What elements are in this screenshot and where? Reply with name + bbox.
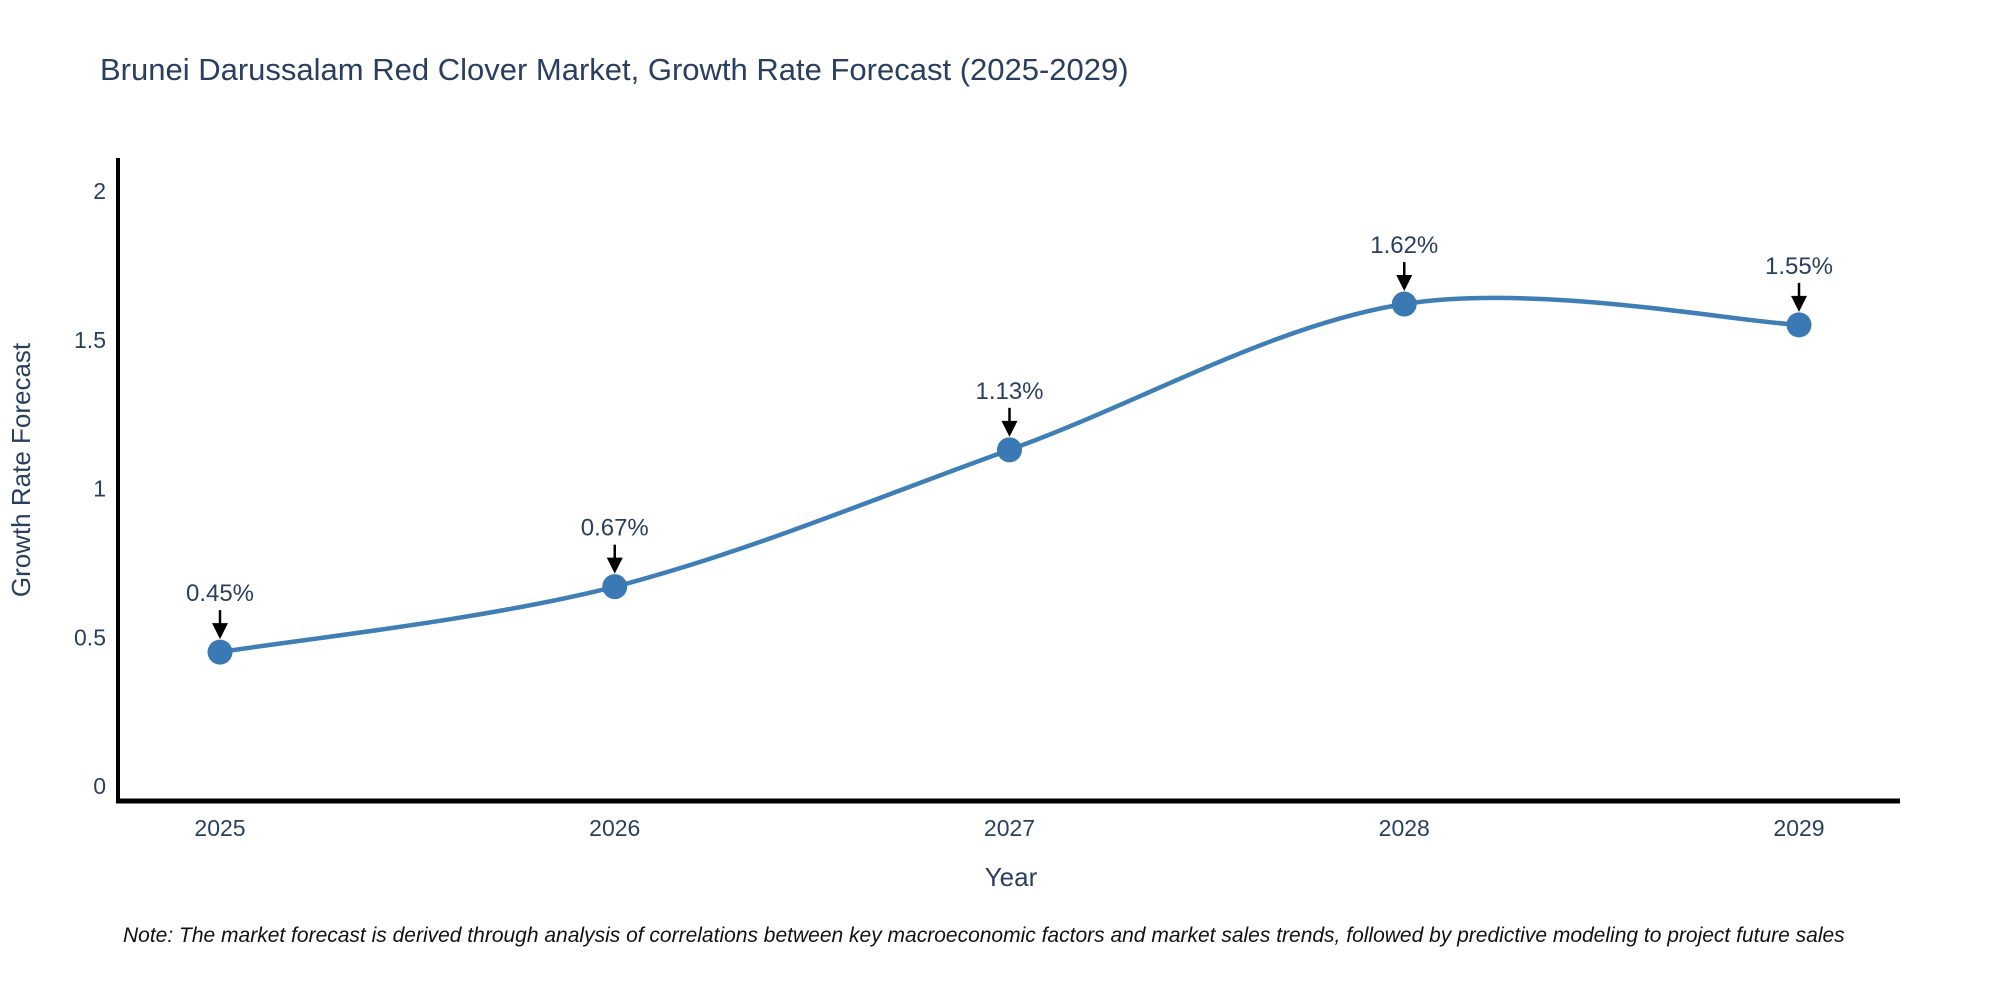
x-axis-tick-labels: 2025 2026 2027 2028 2029 bbox=[194, 815, 1824, 841]
data-point-marker bbox=[997, 437, 1022, 463]
annotation-arrowhead-icon bbox=[606, 557, 623, 574]
footnote: Note: The market forecast is derived thr… bbox=[123, 924, 1845, 947]
annotation-arrowhead-icon bbox=[1791, 295, 1807, 312]
y-tick-label: 1.5 bbox=[74, 327, 106, 353]
chart-title: Brunei Darussalam Red Clover Market, Gro… bbox=[100, 52, 1129, 87]
annotation-arrowhead-icon bbox=[212, 623, 228, 640]
annotation-arrowhead-icon bbox=[1396, 275, 1413, 292]
x-tick-label: 2025 bbox=[194, 815, 245, 841]
x-tick-label: 2029 bbox=[1773, 815, 1824, 841]
x-tick-label: 2026 bbox=[589, 815, 640, 841]
point-annotations: 0.45% 0.67% 1.13% 1.62% 1.55% bbox=[186, 232, 1833, 640]
x-tick-label: 2027 bbox=[984, 815, 1035, 841]
data-point-markers bbox=[207, 291, 1812, 665]
forecast-line bbox=[219, 295, 1800, 655]
forecast-line-series bbox=[219, 295, 1800, 655]
point-value-label: 1.55% bbox=[1765, 253, 1833, 280]
data-point-marker bbox=[207, 639, 233, 665]
point-value-label: 1.62% bbox=[1370, 232, 1438, 259]
y-tick-label: 2 bbox=[93, 178, 106, 204]
annotation-arrowhead-icon bbox=[1001, 420, 1018, 437]
point-value-label: 1.13% bbox=[975, 378, 1043, 405]
point-value-label: 0.45% bbox=[186, 580, 254, 607]
y-tick-label: 0 bbox=[93, 773, 106, 799]
y-axis-tick-labels: 0 0.5 1 1.5 2 bbox=[74, 178, 106, 799]
y-axis-title: Growth Rate Forecast bbox=[6, 342, 36, 597]
data-point-marker bbox=[1786, 312, 1812, 338]
x-axis-title: Year bbox=[985, 862, 1038, 892]
y-tick-label: 0.5 bbox=[74, 624, 106, 650]
data-point-marker bbox=[602, 574, 628, 600]
point-value-label: 0.67% bbox=[581, 515, 649, 542]
x-tick-label: 2028 bbox=[1379, 815, 1430, 841]
y-tick-label: 1 bbox=[93, 476, 106, 502]
data-point-marker bbox=[1391, 291, 1417, 317]
